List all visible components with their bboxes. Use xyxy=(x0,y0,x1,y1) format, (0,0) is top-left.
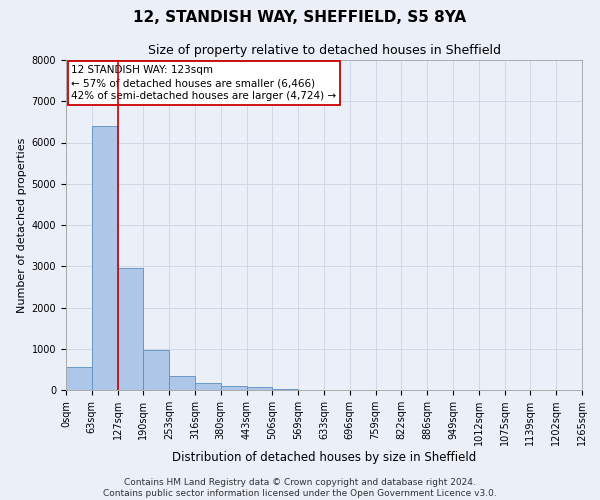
Text: 12, STANDISH WAY, SHEFFIELD, S5 8YA: 12, STANDISH WAY, SHEFFIELD, S5 8YA xyxy=(133,10,467,25)
Bar xyxy=(195,384,221,390)
Bar xyxy=(118,268,143,390)
Bar xyxy=(221,386,247,390)
Bar xyxy=(92,126,118,390)
Y-axis label: Number of detached properties: Number of detached properties xyxy=(17,138,28,312)
Bar xyxy=(66,368,92,390)
Title: Size of property relative to detached houses in Sheffield: Size of property relative to detached ho… xyxy=(148,44,500,58)
Bar xyxy=(272,389,298,390)
Text: 12 STANDISH WAY: 123sqm
← 57% of detached houses are smaller (6,466)
42% of semi: 12 STANDISH WAY: 123sqm ← 57% of detache… xyxy=(71,65,336,102)
Text: Contains HM Land Registry data © Crown copyright and database right 2024.
Contai: Contains HM Land Registry data © Crown c… xyxy=(103,478,497,498)
Bar xyxy=(169,376,195,390)
Bar xyxy=(247,387,272,390)
X-axis label: Distribution of detached houses by size in Sheffield: Distribution of detached houses by size … xyxy=(172,451,476,464)
Bar xyxy=(143,350,169,390)
